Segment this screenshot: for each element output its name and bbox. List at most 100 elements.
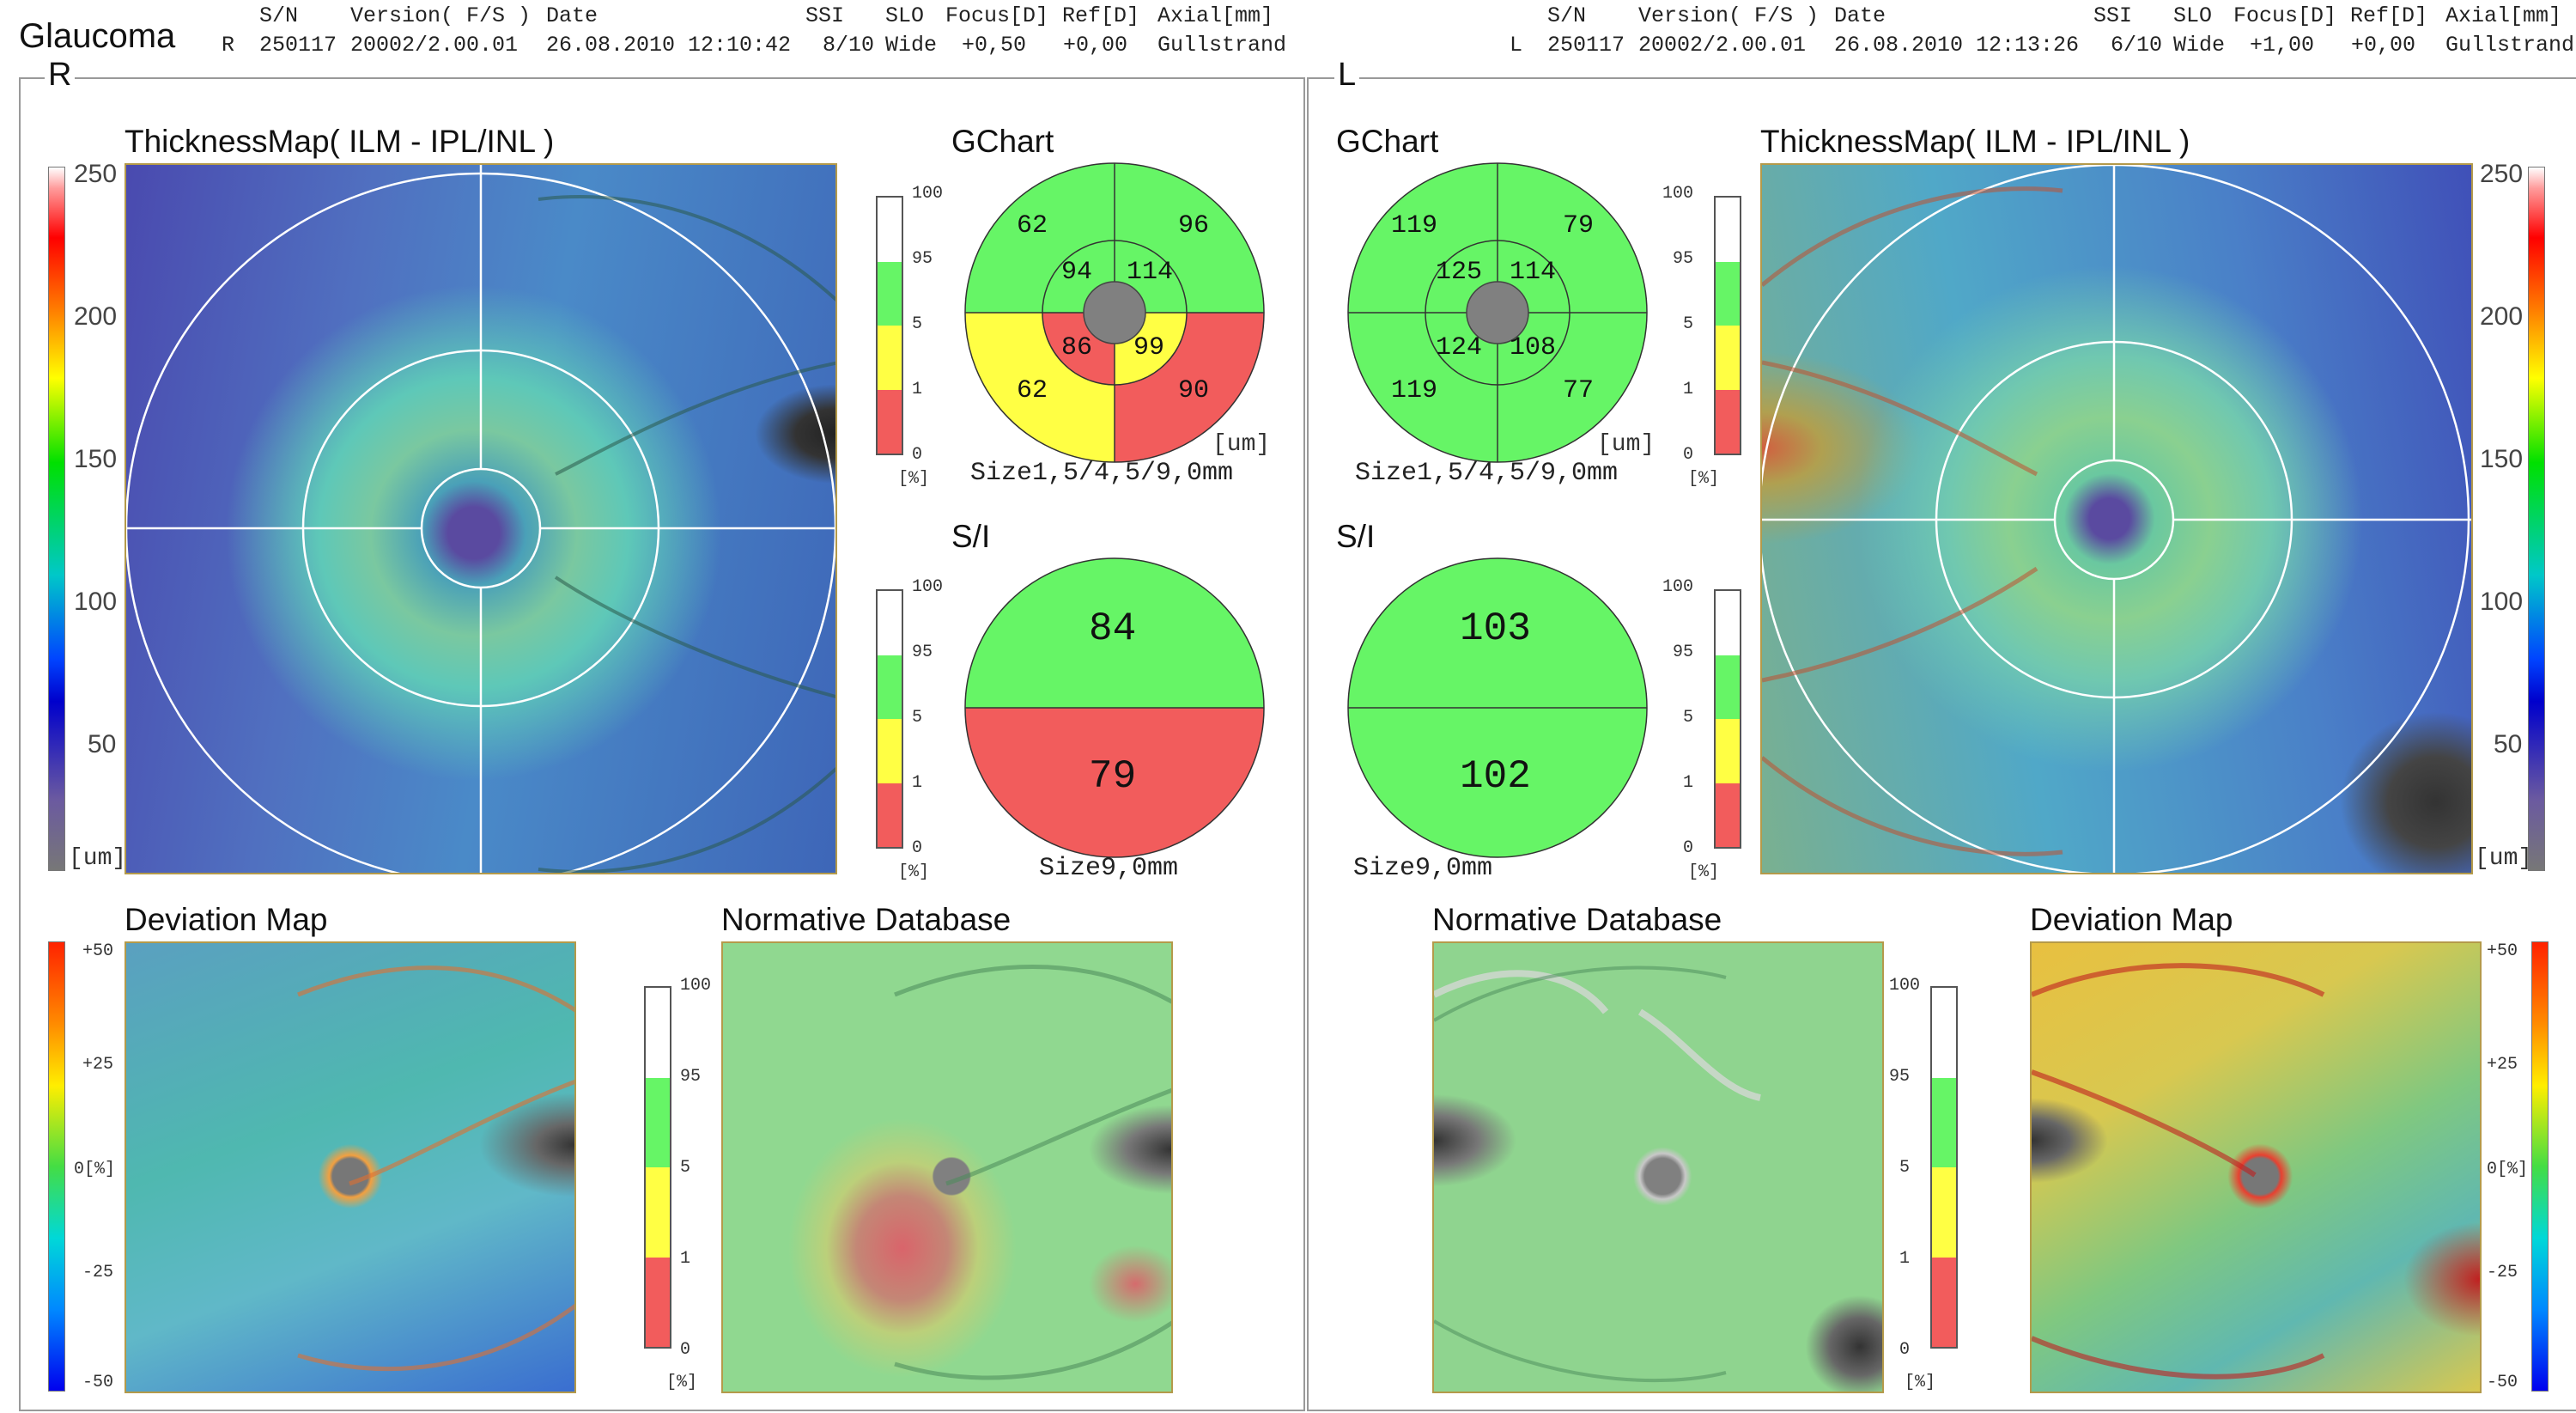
eye-label-right: R [45, 57, 76, 94]
gchart-percentile-scale [1714, 196, 1741, 455]
scale-unit: [%] [898, 862, 930, 882]
col-ssi: SSI [2093, 3, 2133, 28]
left-eye-panel [1307, 77, 2576, 1411]
gchart-outer-tl: 62 [1017, 211, 1048, 241]
thickness-colorbar [2528, 167, 2545, 871]
thickness-map-right [125, 163, 837, 874]
thickness-tick: 150 [2480, 445, 2524, 473]
si-title: S/I [1336, 519, 1376, 554]
deviation-vessels [297, 965, 574, 1372]
val-date: 26.08.2010 12:13:26 [1834, 33, 2080, 58]
scale-unit: [%] [666, 1373, 698, 1392]
scale-tick: 5 [912, 708, 923, 728]
thickness-grid-overlay [126, 165, 835, 873]
deviation-tick: -50 [82, 1373, 114, 1392]
deviation-tick: -50 [2487, 1373, 2518, 1392]
col-focus: Focus[D] [945, 3, 1049, 28]
deviation-tick: +50 [2487, 941, 2518, 961]
col-sn: S/N [259, 3, 299, 28]
scale-tick: 95 [1673, 643, 1694, 662]
thickness-tick: 250 [2480, 160, 2524, 188]
scale-tick: 1 [1683, 380, 1694, 399]
thickness-tick: 100 [2480, 588, 2524, 616]
thickness-tick: 200 [2480, 302, 2524, 331]
si-size: Size9,0mm [1353, 854, 1493, 883]
deviation-map-title: Deviation Map [125, 902, 328, 937]
scale-tick: 100 [1662, 184, 1694, 204]
gchart-outer-bl: 62 [1017, 376, 1048, 405]
gchart-inner-br: 99 [1133, 333, 1165, 362]
gchart-size: Size1,5/4,5/9,0mm [970, 459, 1234, 488]
normative-database-title: Normative Database [1432, 902, 1722, 937]
deviation-tick: 0[%] [74, 1160, 116, 1179]
gchart-size: Size1,5/4,5/9,0mm [1355, 459, 1619, 488]
thickness-tick: 100 [74, 588, 118, 616]
col-axial: Axial[mm] [2445, 3, 2562, 28]
col-date: Date [1834, 3, 1886, 28]
si-inferior-value: 79 [1089, 754, 1137, 799]
val-date: 26.08.2010 12:10:42 [546, 33, 792, 58]
scale-unit: [%] [898, 469, 930, 489]
scale-tick: 5 [912, 314, 923, 334]
thickness-map-title: ThicknessMap( ILM - IPL/INL ) [1760, 124, 2190, 159]
scale-tick: 0 [1899, 1340, 1911, 1360]
deviation-tick: +25 [2487, 1055, 2518, 1075]
thickness-unit: [um] [2475, 845, 2533, 872]
gchart-inner-bl: 86 [1061, 333, 1093, 362]
si-size: Size9,0mm [1039, 854, 1179, 883]
scale-tick: 95 [912, 249, 933, 269]
header-right-eye: S/N Version( F/S ) Date SSI SLO Focus[D]… [222, 2, 1286, 527]
report-title: Glaucoma [19, 17, 176, 55]
gchart-outer-bl: 119 [1391, 376, 1438, 405]
deviation-colorbar [48, 941, 65, 1392]
normative-percentile-scale [644, 986, 671, 1349]
gchart-outer-tr: 79 [1563, 211, 1595, 241]
scale-unit: [%] [1688, 862, 1720, 882]
scale-tick: 95 [912, 643, 933, 662]
gchart-inner-tl: 125 [1436, 258, 1483, 287]
si-inferior-value: 102 [1460, 754, 1531, 799]
val-eye: L [1510, 33, 1523, 58]
scale-tick: 100 [1662, 577, 1694, 597]
header-left-eye: S/N Version( F/S ) Date SSI SLO Focus[D]… [1510, 2, 2574, 527]
scale-tick: 95 [1673, 249, 1694, 269]
col-version: Version( F/S ) [350, 3, 532, 28]
normative-database-title: Normative Database [721, 902, 1012, 937]
col-version: Version( F/S ) [1638, 3, 1820, 28]
val-slo: Wide [885, 33, 938, 58]
scale-tick: 0 [1683, 445, 1694, 465]
scale-tick: 0 [912, 838, 923, 858]
scale-unit: [%] [1905, 1373, 1936, 1392]
right-eye-panel [19, 77, 1305, 1411]
thickness-grid-overlay [1762, 165, 2471, 873]
scale-tick: 5 [1683, 708, 1694, 728]
gchart-outer-br: 77 [1563, 376, 1595, 405]
scale-tick: 0 [912, 445, 923, 465]
deviation-map-left [2030, 941, 2482, 1393]
deviation-tick: -25 [82, 1263, 114, 1282]
scale-unit: [%] [1688, 469, 1720, 489]
eye-label-left: L [1334, 57, 1360, 94]
normative-map-left [1432, 941, 1884, 1393]
scale-tick: 0 [680, 1340, 691, 1360]
val-ref: +0,00 [2351, 33, 2416, 58]
thickness-unit: [um] [69, 845, 127, 872]
scale-tick: 5 [1683, 314, 1694, 334]
gchart-unit: [um] [1597, 431, 1656, 458]
col-ssi: SSI [805, 3, 845, 28]
deviation-tick: -25 [2487, 1263, 2518, 1282]
deviation-tick: 0[%] [2487, 1160, 2529, 1179]
col-axial: Axial[mm] [1157, 3, 1274, 28]
deviation-tick: +50 [82, 941, 114, 961]
si-superior-value: 103 [1460, 606, 1531, 651]
si-chart-left [1347, 557, 1648, 858]
col-ref: Ref[D] [2350, 3, 2428, 28]
thickness-tick: 200 [74, 302, 118, 331]
scale-tick: 1 [1683, 773, 1694, 793]
gchart-unit: [um] [1212, 431, 1271, 458]
normative-vessels [894, 965, 1171, 1380]
normative-map-right [721, 941, 1173, 1393]
gchart-right [964, 162, 1265, 463]
gchart-outer-br: 90 [1178, 376, 1210, 405]
si-percentile-scale [876, 589, 903, 849]
